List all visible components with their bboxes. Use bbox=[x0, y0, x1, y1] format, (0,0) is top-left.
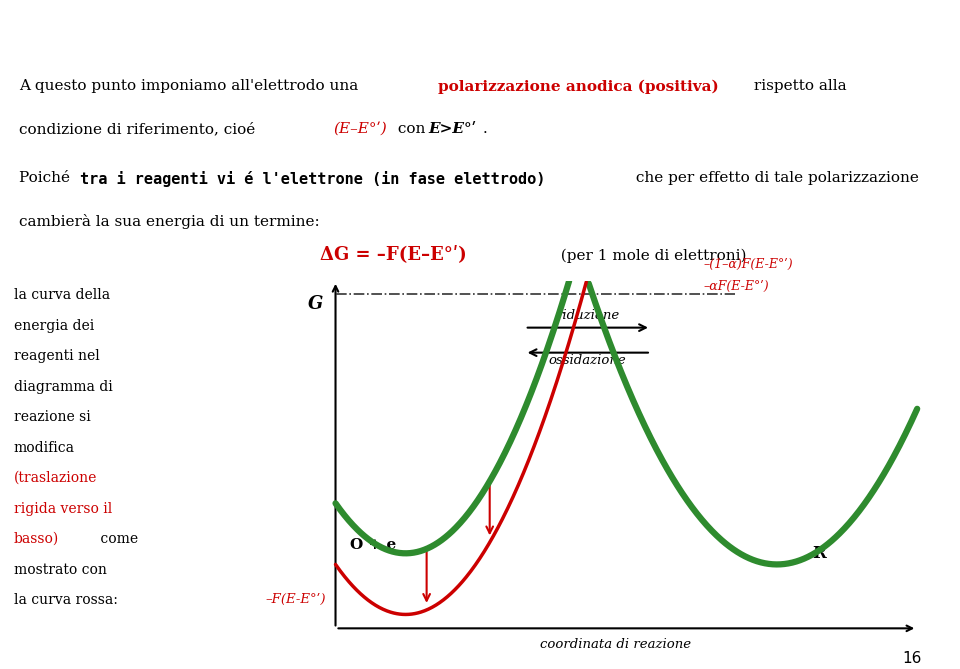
Text: R: R bbox=[812, 545, 826, 562]
Text: coordinata di reazione: coordinata di reazione bbox=[540, 638, 691, 651]
Text: (E–E°ʹ): (E–E°ʹ) bbox=[333, 122, 387, 136]
Text: diagramma di: diagramma di bbox=[13, 379, 112, 393]
Text: O + e: O + e bbox=[349, 538, 396, 552]
Text: G: G bbox=[307, 295, 323, 313]
Text: reagenti nel: reagenti nel bbox=[13, 349, 100, 363]
Text: ossidazione: ossidazione bbox=[549, 354, 627, 367]
Text: –(1–α)F(E-E°ʹ): –(1–α)F(E-E°ʹ) bbox=[704, 258, 793, 271]
Text: Poiché: Poiché bbox=[19, 171, 75, 185]
Text: basso): basso) bbox=[13, 532, 60, 546]
Text: riduzione: riduzione bbox=[556, 309, 619, 322]
Text: mostrato con: mostrato con bbox=[13, 563, 107, 577]
Text: (per 1 mole di elettroni): (per 1 mole di elettroni) bbox=[550, 249, 746, 264]
Text: (traslazione: (traslazione bbox=[13, 471, 97, 485]
Text: tra i reagenti vi é l'elettrone (in fase elettrodo): tra i reagenti vi é l'elettrone (in fase… bbox=[80, 171, 545, 187]
Text: –F(E-E°ʹ): –F(E-E°ʹ) bbox=[265, 593, 326, 606]
Text: rigida verso il: rigida verso il bbox=[13, 502, 112, 516]
Text: modifica: modifica bbox=[13, 440, 75, 454]
Text: E>E°ʹ: E>E°ʹ bbox=[428, 122, 476, 136]
Text: con: con bbox=[394, 122, 431, 136]
Text: come: come bbox=[96, 532, 138, 546]
Text: reazione si: reazione si bbox=[13, 410, 90, 424]
Text: la curva della: la curva della bbox=[13, 288, 110, 302]
Text: energia dei: energia dei bbox=[13, 318, 94, 332]
Text: rispetto alla: rispetto alla bbox=[749, 79, 847, 93]
Text: cambierà la sua energia di un termine:: cambierà la sua energia di un termine: bbox=[19, 214, 320, 229]
Text: –αF(E-E°ʹ): –αF(E-E°ʹ) bbox=[704, 280, 769, 293]
Text: che per effetto di tale polarizzazione: che per effetto di tale polarizzazione bbox=[631, 171, 919, 185]
Text: 16: 16 bbox=[902, 652, 922, 666]
Text: .: . bbox=[483, 122, 488, 136]
Text: polarizzazione anodica (positiva): polarizzazione anodica (positiva) bbox=[438, 79, 718, 94]
Text: A questo punto imponiamo all'elettrodo una: A questo punto imponiamo all'elettrodo u… bbox=[19, 79, 363, 93]
Text: condizione di riferimento, cioé: condizione di riferimento, cioé bbox=[19, 122, 260, 136]
Text: La relazione tra potenziale e corrente in una reazione di trasferimento elettron: La relazione tra potenziale e corrente i… bbox=[59, 17, 901, 33]
Text: la curva rossa:: la curva rossa: bbox=[13, 593, 118, 607]
Text: ΔG = –F(E–E°ʹ): ΔG = –F(E–E°ʹ) bbox=[320, 246, 467, 264]
